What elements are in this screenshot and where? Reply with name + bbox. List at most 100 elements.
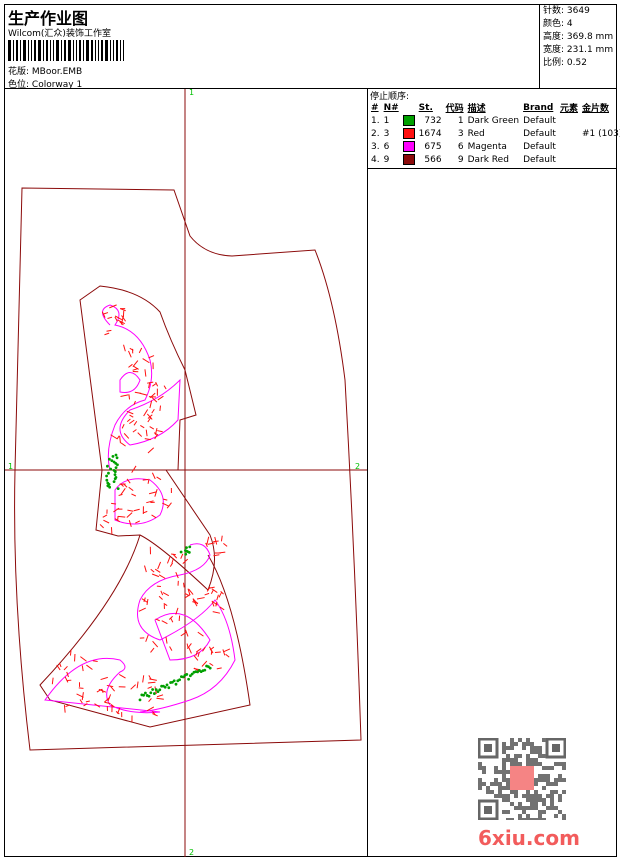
red-stitch (155, 381, 159, 387)
qr-module (546, 794, 550, 798)
red-stitch (109, 685, 116, 692)
qr-module (522, 818, 526, 820)
row-index: 3. (371, 141, 380, 152)
qr-module (562, 814, 566, 818)
red-stitch (128, 394, 131, 400)
red-stitch (207, 542, 215, 545)
qr-module (554, 814, 558, 818)
barcode-bar (79, 40, 81, 61)
barcode-bar (31, 40, 32, 61)
red-stitch (188, 588, 194, 595)
qr-module (526, 790, 530, 794)
row-brand: Default (523, 154, 556, 165)
red-stitch (175, 571, 179, 579)
row-code: 1 (457, 115, 464, 126)
red-stitch (103, 312, 109, 315)
qr-module (494, 770, 498, 774)
red-stitch (211, 601, 215, 607)
info-scale: 比例: 0.52 (543, 58, 587, 68)
red-stitch (149, 392, 156, 399)
barcode-bar (110, 40, 111, 61)
qr-module (530, 806, 534, 810)
colorway-value: Colorway 1 (31, 80, 83, 90)
qr-module (542, 774, 546, 778)
row-needle: 3 (383, 128, 390, 139)
qr-module (498, 790, 502, 794)
qr-code-watermark (478, 738, 566, 820)
barcode-bar (98, 40, 99, 61)
red-stitch (148, 355, 155, 359)
red-stitch (130, 684, 136, 690)
red-stitch (133, 508, 140, 512)
barcode-bar (20, 40, 21, 61)
qr-module (554, 778, 558, 782)
red-stitch (186, 643, 189, 649)
qr-module (494, 766, 498, 770)
red-stitch (133, 400, 136, 406)
qr-module (482, 782, 486, 786)
red-stitch (109, 304, 117, 309)
col-element: 元素 (559, 104, 578, 114)
red-stitch (104, 332, 110, 336)
qr-module (502, 778, 506, 782)
red-stitch (162, 502, 170, 507)
green-stitch (156, 690, 160, 694)
row-element (558, 114, 580, 127)
red-stitch (140, 424, 145, 429)
qr-module (478, 786, 482, 790)
green-stitch (184, 549, 187, 552)
qr-module (542, 738, 546, 742)
red-stitch (126, 478, 131, 484)
red-stitch (146, 598, 149, 606)
qr-module (506, 782, 510, 786)
qr-module (538, 750, 542, 754)
barcode-bar (56, 40, 59, 61)
red-stitch (195, 648, 202, 653)
row-code: 6 (457, 141, 464, 152)
qr-module (502, 742, 506, 746)
qr-module (506, 746, 510, 750)
red-stitch (139, 392, 148, 396)
qr-module (514, 790, 518, 794)
qr-module (486, 790, 490, 794)
green-stitch (174, 682, 178, 686)
qr-module (530, 746, 534, 750)
magenta-outline (102, 304, 153, 471)
qr-module (522, 746, 526, 750)
red-stitch (145, 429, 148, 437)
qr-module (510, 818, 514, 820)
row-code: 9 (457, 154, 464, 165)
red-stitch (132, 360, 139, 368)
qr-module (558, 762, 562, 766)
qr-module (554, 782, 558, 786)
qr-finder (478, 799, 499, 820)
red-stitch (129, 419, 135, 425)
magenta-outline (119, 372, 141, 393)
red-stitch (135, 520, 141, 524)
red-stitch (151, 573, 160, 578)
red-stitch (154, 568, 161, 573)
qr-module (502, 750, 506, 754)
green-stitch (165, 683, 169, 687)
red-stitch (76, 693, 84, 698)
barcode-bar (46, 40, 48, 61)
red-stitch (151, 472, 156, 480)
qr-module (502, 810, 506, 814)
qr-module (518, 762, 522, 766)
qr-module (510, 738, 514, 742)
qr-module (522, 810, 526, 814)
red-stitch (148, 698, 152, 703)
red-stitch (220, 590, 224, 595)
qr-module (534, 750, 538, 754)
red-stitch (133, 365, 139, 370)
red-stitch (107, 316, 113, 319)
qr-module (554, 806, 558, 810)
colorway: 色位: Colorway 1 (8, 77, 82, 90)
row-sequin (580, 140, 620, 153)
qr-module (494, 782, 498, 786)
red-stitch (56, 664, 61, 671)
green-stitch (138, 698, 142, 702)
red-stitch (146, 706, 155, 712)
barcode-bar (113, 40, 114, 61)
qr-module (506, 786, 510, 790)
